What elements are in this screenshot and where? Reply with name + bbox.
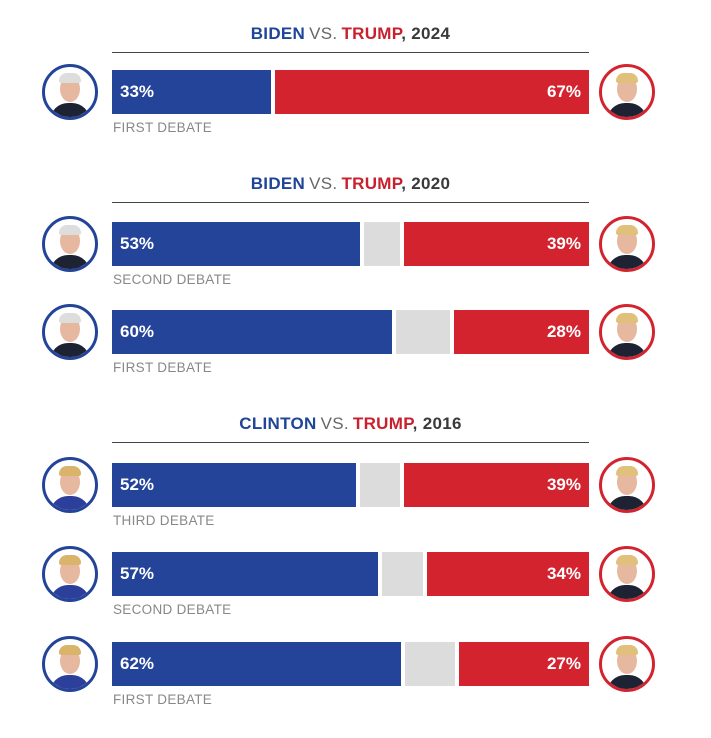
undecided-bar-segment [404, 642, 455, 686]
avatar-biden [42, 304, 98, 360]
avatar-trump [599, 636, 655, 692]
rep-value-label: 67% [546, 82, 581, 101]
rep-bar-segment: 34% [426, 552, 589, 596]
title-right-candidate: TRUMP [341, 174, 402, 193]
suit [50, 343, 90, 357]
suit [50, 675, 90, 689]
dem-bar-segment: 57% [112, 552, 379, 596]
undecided-bar-segment [382, 552, 423, 596]
dem-value-label: 62% [120, 654, 155, 673]
title-year: , 2024 [401, 24, 451, 43]
suit [607, 675, 647, 689]
hair [616, 645, 638, 655]
suit [607, 103, 647, 117]
title-right-candidate: TRUMP [352, 414, 413, 433]
title-year: , 2016 [412, 414, 462, 433]
dem-value-label: 53% [120, 234, 155, 253]
rep-bar-segment: 39% [404, 463, 589, 507]
dem-bar-segment: 53% [112, 222, 361, 266]
hair [59, 73, 81, 83]
poll-bar: 57% 34% [112, 552, 589, 596]
rep-value-label: 28% [546, 322, 581, 341]
hair [59, 555, 81, 565]
dem-value-label: 60% [120, 322, 155, 341]
section-title: CLINTON VS. TRUMP, 2016 [112, 414, 589, 434]
title-vs: VS. [309, 174, 338, 193]
hair [616, 466, 638, 476]
title-left-candidate: BIDEN [250, 174, 306, 193]
suit [607, 585, 647, 599]
poll-bar: 33% 67% [112, 70, 589, 114]
rep-value-label: 34% [546, 564, 581, 583]
title-vs: VS. [309, 24, 338, 43]
title-year: , 2020 [401, 174, 451, 193]
title-vs: VS. [320, 414, 349, 433]
debate-label: FIRST DEBATE [113, 692, 213, 707]
avatar-clinton [42, 457, 98, 513]
avatar-clinton [42, 546, 98, 602]
debate-label: SECOND DEBATE [113, 602, 232, 617]
avatar-biden [42, 216, 98, 272]
suit [607, 496, 647, 510]
avatar-trump [599, 457, 655, 513]
avatar-trump [599, 216, 655, 272]
section-title: BIDEN VS. TRUMP, 2020 [112, 174, 589, 194]
dem-value-label: 33% [120, 82, 155, 101]
hair [59, 225, 81, 235]
title-left-candidate: BIDEN [250, 24, 306, 43]
section-rule [112, 52, 589, 53]
section-rule [112, 202, 589, 203]
dem-bar-segment: 62% [112, 642, 401, 686]
debate-label: THIRD DEBATE [113, 513, 215, 528]
rep-bar-segment: 28% [454, 310, 589, 354]
dem-bar-segment: 60% [112, 310, 392, 354]
dem-bar-segment: 52% [112, 463, 356, 507]
suit [50, 585, 90, 599]
avatar-trump [599, 546, 655, 602]
rep-value-label: 39% [546, 475, 581, 494]
suit [50, 255, 90, 269]
suit [607, 343, 647, 357]
hair [616, 555, 638, 565]
undecided-bar-segment [395, 310, 451, 354]
debate-label: SECOND DEBATE [113, 272, 232, 287]
suit [50, 496, 90, 510]
rep-value-label: 27% [546, 654, 581, 673]
poll-bar: 52% 39% [112, 463, 589, 507]
title-left-candidate: CLINTON [239, 414, 317, 433]
avatar-biden [42, 64, 98, 120]
title-right-candidate: TRUMP [341, 24, 402, 43]
rep-bar-segment: 67% [274, 70, 589, 114]
section-rule [112, 442, 589, 443]
debate-label: FIRST DEBATE [113, 360, 213, 375]
hair [616, 225, 638, 235]
avatar-trump [599, 64, 655, 120]
hair [59, 466, 81, 476]
undecided-bar-segment [359, 463, 401, 507]
debate-label: FIRST DEBATE [113, 120, 213, 135]
section-title: BIDEN VS. TRUMP, 2024 [112, 24, 589, 44]
hair [59, 645, 81, 655]
suit [607, 255, 647, 269]
hair [616, 313, 638, 323]
poll-bar: 60% 28% [112, 310, 589, 354]
avatar-trump [599, 304, 655, 360]
hair [616, 73, 638, 83]
avatar-clinton [42, 636, 98, 692]
dem-value-label: 52% [120, 475, 155, 494]
dem-value-label: 57% [120, 564, 155, 583]
rep-bar-segment: 39% [404, 222, 589, 266]
undecided-bar-segment [364, 222, 401, 266]
dem-bar-segment: 33% [112, 70, 271, 114]
poll-bar: 62% 27% [112, 642, 589, 686]
poll-bar: 53% 39% [112, 222, 589, 266]
rep-bar-segment: 27% [458, 642, 589, 686]
hair [59, 313, 81, 323]
rep-value-label: 39% [546, 234, 581, 253]
suit [50, 103, 90, 117]
